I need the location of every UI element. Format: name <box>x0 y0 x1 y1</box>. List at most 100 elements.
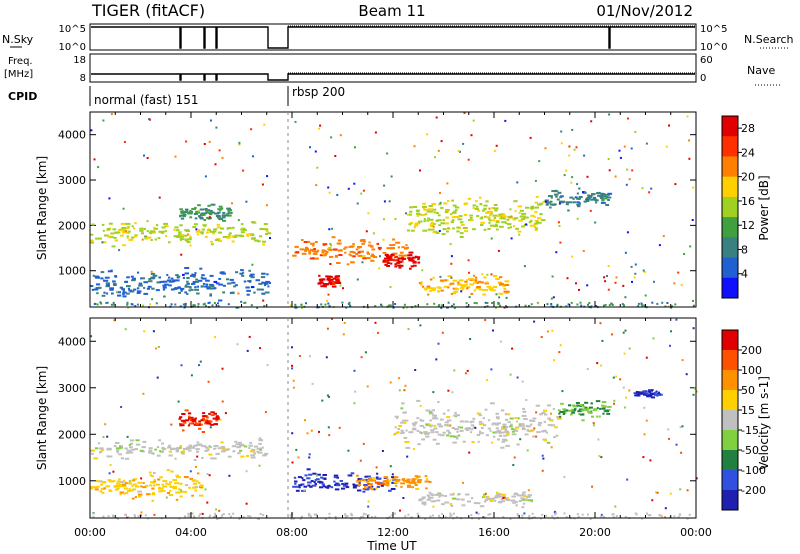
range-cell <box>167 276 171 279</box>
range-cell <box>533 215 536 218</box>
range-cell <box>656 491 659 494</box>
range-cell <box>180 424 185 427</box>
range-cell <box>237 219 240 222</box>
range-cell <box>627 117 629 120</box>
range-cell <box>175 491 179 494</box>
range-cell <box>370 488 374 491</box>
range-cell <box>182 429 185 432</box>
range-cell <box>102 119 105 122</box>
range-cell <box>692 393 695 396</box>
range-cell <box>350 472 355 475</box>
range-cell <box>339 134 342 137</box>
range-cell <box>345 306 348 309</box>
range-cell <box>499 340 502 343</box>
range-cell <box>387 259 390 262</box>
range-cell <box>193 423 196 426</box>
range-cell <box>116 517 119 520</box>
range-cell <box>179 224 183 227</box>
range-cell <box>550 303 553 305</box>
range-cell <box>417 479 420 481</box>
range-cell <box>439 279 444 282</box>
range-cell <box>563 174 566 177</box>
range-cell <box>244 301 247 304</box>
range-cell <box>624 329 627 332</box>
range-cell <box>456 437 459 440</box>
range-cell <box>130 275 134 278</box>
range-cell <box>642 269 645 272</box>
range-cell <box>134 448 138 451</box>
range-cell <box>181 450 185 453</box>
range-cell <box>542 200 546 203</box>
range-cell <box>117 294 122 297</box>
range-cell <box>618 149 621 152</box>
range-cell <box>246 289 251 292</box>
range-cell <box>126 236 129 239</box>
range-cell <box>470 277 474 280</box>
range-cell <box>249 441 253 444</box>
range-cell <box>460 420 464 423</box>
range-cell <box>181 413 186 415</box>
range-cell <box>193 223 198 226</box>
range-cell <box>465 283 468 286</box>
range-cell <box>447 227 450 229</box>
range-cell <box>215 417 220 420</box>
range-cell <box>589 209 592 212</box>
colorbar-tick-label: 8 <box>741 244 748 257</box>
range-cell <box>374 515 377 518</box>
range-cell <box>201 213 206 216</box>
range-cell <box>203 143 206 145</box>
range-cell <box>542 409 547 412</box>
range-cell <box>511 433 517 436</box>
range-cell <box>120 457 124 460</box>
range-cell <box>457 426 460 429</box>
range-cell <box>685 373 688 376</box>
range-cell <box>328 516 331 519</box>
range-cell <box>98 451 102 454</box>
range-cell <box>575 404 580 407</box>
range-cell <box>500 409 505 412</box>
range-cell <box>587 303 589 306</box>
range-cell <box>188 449 192 452</box>
range-cell <box>367 514 370 516</box>
range-cell <box>132 488 136 491</box>
range-cell <box>197 422 202 425</box>
range-cell <box>188 444 192 447</box>
range-cell <box>348 301 351 304</box>
range-cell <box>166 492 170 494</box>
range-cell <box>365 230 368 233</box>
range-cell <box>197 279 203 282</box>
range-cell <box>643 271 646 273</box>
range-cell <box>184 419 190 422</box>
range-cell <box>462 481 464 484</box>
range-cell <box>467 197 472 200</box>
range-cell <box>200 212 206 215</box>
range-cell <box>546 441 551 444</box>
range-cell <box>483 500 487 503</box>
range-cell <box>334 515 337 518</box>
range-cell <box>116 487 120 490</box>
range-cell <box>376 485 380 488</box>
range-cell <box>323 252 328 255</box>
range-cell <box>631 280 633 283</box>
range-cell <box>501 500 505 503</box>
range-cell <box>184 272 189 275</box>
range-cell <box>452 204 457 207</box>
range-cell <box>489 513 492 516</box>
range-cell <box>193 304 196 307</box>
range-cell <box>110 269 113 272</box>
range-cell <box>326 486 330 489</box>
range-cell <box>180 287 185 290</box>
range-cell <box>180 490 184 493</box>
range-cell <box>484 319 487 321</box>
range-cell <box>457 493 461 495</box>
range-cell <box>99 301 102 304</box>
range-cell <box>454 411 457 414</box>
range-cell <box>486 302 489 304</box>
range-cell <box>222 211 226 214</box>
cpid-label: CPID <box>8 90 37 103</box>
range-cell <box>487 419 491 422</box>
range-cell <box>254 239 257 242</box>
range-cell <box>547 424 553 427</box>
range-cell <box>328 512 331 515</box>
range-cell <box>162 480 168 483</box>
